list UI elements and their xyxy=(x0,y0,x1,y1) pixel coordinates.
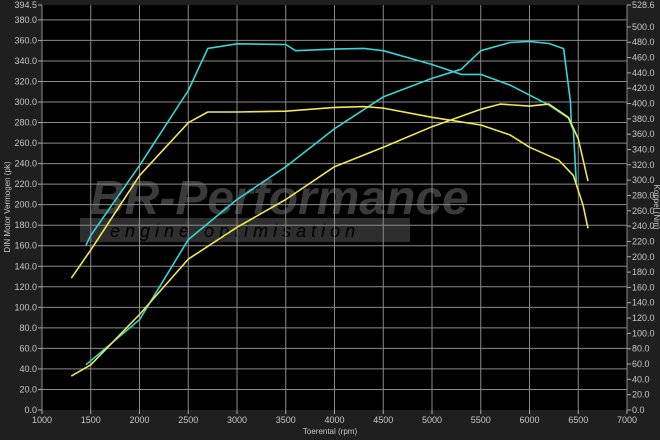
y-tick-label: 100.0 xyxy=(14,302,37,312)
y-tick-label: 220.0 xyxy=(14,179,37,189)
x-tick-label: 5000 xyxy=(422,415,442,425)
x-axis-label: Toerental (rpm) xyxy=(303,427,358,436)
series-line-1 xyxy=(85,40,573,366)
x-tick-label: 2000 xyxy=(129,415,149,425)
y-tick-label: 0.0 xyxy=(24,405,37,415)
watermark-subtitle: engine optimisation xyxy=(110,221,360,241)
y-tick-label: 240.0 xyxy=(14,159,37,169)
y-tick-label: 20.0 xyxy=(19,384,37,394)
series-line-0 xyxy=(85,43,578,246)
y-tick-label: 360.0 xyxy=(14,35,37,45)
y-tick-label: 320.0 xyxy=(14,76,37,86)
y-axis-label: DIN Motor Vermogen (pk) xyxy=(3,161,12,252)
x-tick-label: 1500 xyxy=(81,415,101,425)
x-tick-label: 3500 xyxy=(276,415,296,425)
y2-tick-label: 440.0 xyxy=(632,68,655,78)
y2-tick-label: 340.0 xyxy=(632,145,655,155)
y-tick-label: 40.0 xyxy=(19,364,37,374)
y2-tick-label: 528.6 xyxy=(632,0,655,10)
y2-tick-label: 380.0 xyxy=(632,114,655,124)
y-tick-label: 180.0 xyxy=(14,220,37,230)
y2-axis-label: Koppel (Nm) xyxy=(652,185,660,230)
y2-tick-label: 180.0 xyxy=(632,267,655,277)
y-tick-label: 160.0 xyxy=(14,241,37,251)
y2-tick-label: 260.0 xyxy=(632,206,655,216)
x-tick-label: 6000 xyxy=(519,415,539,425)
y-tick-label: 260.0 xyxy=(14,138,37,148)
y-tick-label: 200.0 xyxy=(14,200,37,210)
x-tick-label: 1000 xyxy=(32,415,52,425)
grid xyxy=(41,5,628,410)
y2-tick-label: 500.0 xyxy=(632,22,655,32)
y2-tick-label: 320.0 xyxy=(632,160,655,170)
y2-tick-label: 160.0 xyxy=(632,282,655,292)
ticks: 1000 1500 2000 2500 3000 3500 4000 4500 5000 5500… xyxy=(14,0,654,425)
y2-tick-label: 240.0 xyxy=(632,221,655,231)
y2-tick-label: 60.0 xyxy=(632,359,650,369)
series-lines xyxy=(70,40,589,377)
y2-tick-label: 200.0 xyxy=(632,252,655,262)
x-tick-label: 6500 xyxy=(568,415,588,425)
y-tick-label: 380.0 xyxy=(14,15,37,25)
series-line-2 xyxy=(70,105,589,279)
y2-tick-label: 40.0 xyxy=(632,374,650,384)
y-tick-label: 280.0 xyxy=(14,118,37,128)
y2-tick-label: 100.0 xyxy=(632,328,655,338)
y2-tick-label: 80.0 xyxy=(632,344,650,354)
y-tick-label: 120.0 xyxy=(14,282,37,292)
y2-tick-label: 300.0 xyxy=(632,175,655,185)
x-tick-label: 2500 xyxy=(178,415,198,425)
y-tick-label: 340.0 xyxy=(14,56,37,66)
y2-tick-label: 480.0 xyxy=(632,37,655,47)
x-tick-label: 5500 xyxy=(471,415,491,425)
series-line-3 xyxy=(70,103,589,377)
y2-tick-label: 220.0 xyxy=(632,236,655,246)
watermark-title: BR-Performance xyxy=(90,172,469,225)
y2-tick-label: 400.0 xyxy=(632,99,655,109)
y2-tick-label: 420.0 xyxy=(632,83,655,93)
y-tick-label: 300.0 xyxy=(14,97,37,107)
y2-tick-label: 120.0 xyxy=(632,313,655,323)
watermark-logo: BR-Performance engine optimisation xyxy=(80,172,469,242)
y2-tick-label: 460.0 xyxy=(632,53,655,63)
y-tick-label: 140.0 xyxy=(14,261,37,271)
y2-tick-label: 140.0 xyxy=(632,298,655,308)
x-tick-label: 4000 xyxy=(324,415,344,425)
y2-tick-label: 280.0 xyxy=(632,190,655,200)
y-tick-label: 80.0 xyxy=(19,323,37,333)
y2-tick-label: 0.0 xyxy=(632,405,645,415)
x-tick-label: 3000 xyxy=(227,415,247,425)
y2-tick-label: 360.0 xyxy=(632,129,655,139)
y-tick-label: 394.5 xyxy=(14,0,37,10)
y-tick-label: 60.0 xyxy=(19,343,37,353)
x-tick-label: 4500 xyxy=(373,415,393,425)
x-tick-label: 7000 xyxy=(617,415,637,425)
y2-tick-label: 20.0 xyxy=(632,390,650,400)
